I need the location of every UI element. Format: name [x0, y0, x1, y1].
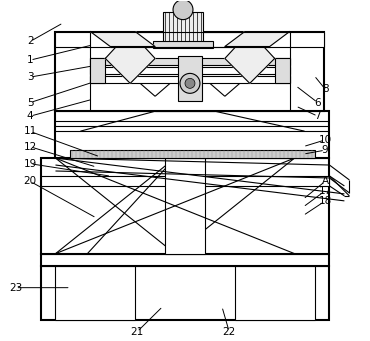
Text: 23: 23 [9, 283, 22, 293]
Text: 8: 8 [322, 84, 329, 94]
Text: 10: 10 [319, 135, 332, 145]
Text: 20: 20 [24, 176, 37, 187]
Text: 19: 19 [24, 159, 37, 169]
Polygon shape [105, 32, 155, 83]
Text: 11: 11 [24, 127, 37, 136]
Polygon shape [225, 32, 290, 46]
Text: A: A [322, 176, 329, 187]
Text: 5: 5 [27, 98, 34, 107]
Bar [56, 266, 135, 321]
Bar [70, 150, 314, 158]
Circle shape [180, 73, 200, 93]
Bar [153, 41, 213, 48]
Bar [90, 76, 290, 83]
Bar [90, 68, 290, 74]
Text: 4: 4 [27, 111, 34, 121]
Text: 1: 1 [27, 55, 34, 65]
Text: 6: 6 [314, 98, 321, 107]
Polygon shape [225, 32, 275, 83]
Circle shape [173, 0, 193, 20]
Bar [178, 57, 202, 101]
Text: 17: 17 [319, 186, 332, 196]
Bar [56, 111, 329, 158]
Bar [41, 254, 329, 266]
Bar [163, 12, 203, 42]
Text: 21: 21 [131, 327, 144, 337]
Bar [41, 158, 329, 254]
Text: 7: 7 [314, 111, 321, 121]
Bar [235, 266, 314, 321]
Bar [56, 32, 324, 46]
Text: 3: 3 [27, 72, 34, 82]
Polygon shape [90, 32, 155, 46]
Bar [41, 176, 329, 186]
Bar [165, 158, 205, 254]
Text: 2: 2 [27, 36, 34, 46]
Bar [90, 58, 105, 83]
Bar [275, 58, 290, 83]
Bar [41, 266, 329, 321]
Text: 22: 22 [223, 327, 236, 337]
Text: 12: 12 [24, 142, 37, 152]
Bar [56, 32, 324, 111]
Text: 18: 18 [319, 196, 332, 206]
Bar [90, 58, 290, 65]
Text: 9: 9 [322, 145, 329, 155]
Circle shape [185, 78, 195, 88]
